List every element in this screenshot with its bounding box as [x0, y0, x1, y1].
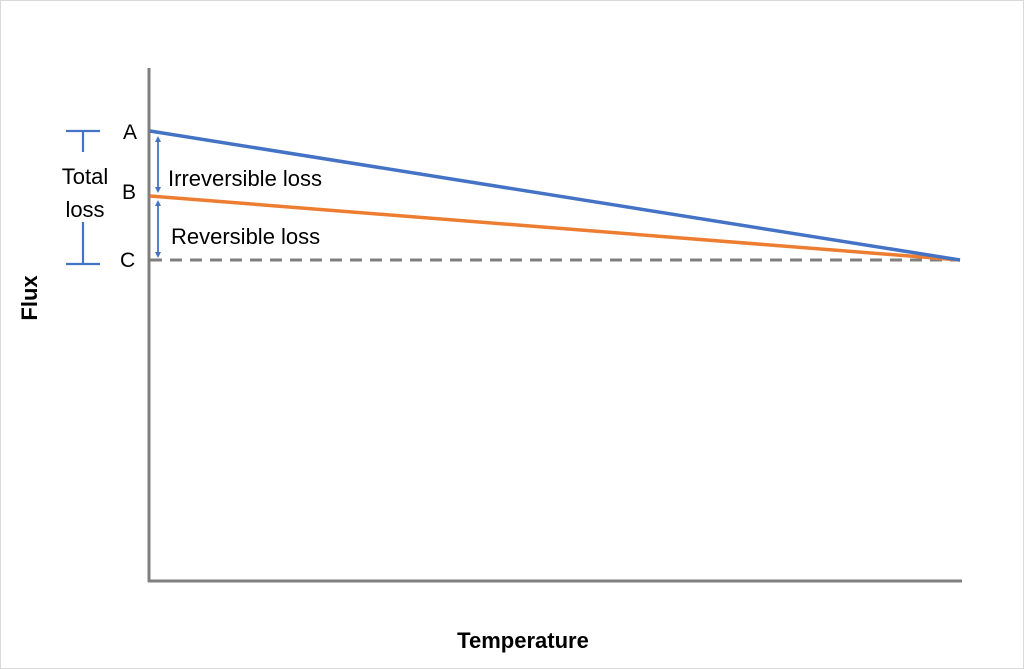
x-axis-label: Temperature	[457, 628, 589, 653]
y-axis-label: Flux	[17, 275, 42, 321]
total-loss-label-line2: loss	[65, 197, 104, 222]
irreversible-loss-label: Irreversible loss	[168, 166, 322, 191]
reversible-loss-label: Reversible loss	[171, 224, 320, 249]
point-b-label: B	[122, 181, 136, 204]
point-a-label: A	[123, 121, 137, 144]
line-a	[149, 129, 961, 262]
point-c-label: C	[120, 249, 135, 272]
total-loss-label-line1: Total	[62, 164, 108, 189]
total-loss-bracket	[66, 129, 100, 266]
line-b	[149, 194, 961, 262]
